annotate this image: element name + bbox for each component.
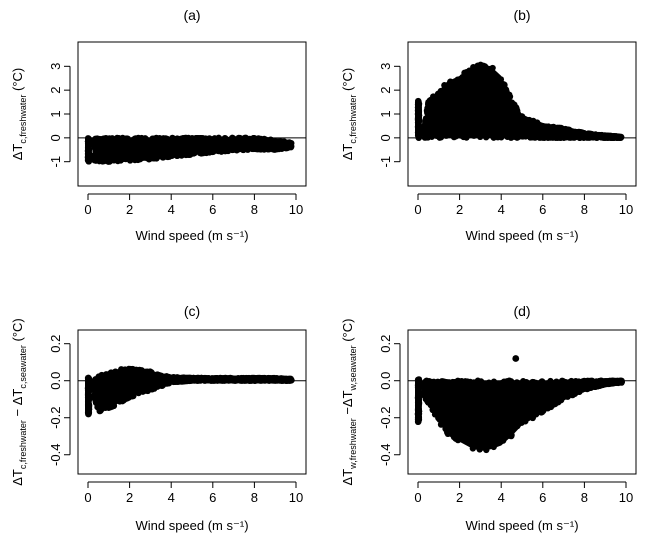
y-axis-label-b: ΔTc,freshwater (°C) [340, 68, 358, 161]
panel-d: (d) 0 2 4 6 8 10 -0.4 -0.2 0.0 0.2 Wind speed (m s⁻… [340, 303, 637, 533]
x-tick-label-a: 6 [209, 202, 216, 217]
point-cloud-a [94, 137, 292, 162]
panel-title-c: (c) [184, 303, 200, 319]
y-tick-label-a: 2 [48, 87, 63, 94]
plot-box-a [77, 41, 307, 187]
x-axis-label-a: Wind speed (m s⁻¹) [135, 228, 248, 243]
y-tick-label-a: -1 [48, 156, 63, 168]
x-tick-label-a: 10 [289, 202, 303, 217]
x-tick-label-b: 10 [619, 202, 633, 217]
x-tick-label-a: 4 [168, 202, 175, 217]
panel-a: (a) 0 2 4 6 8 10 -1 0 1 2 3 Wind speed (m s⁻¹) ΔTc,fr… [10, 7, 307, 243]
scatter-points-a [84, 134, 295, 165]
x-tick-label-a: 2 [126, 202, 133, 217]
panel-title-b: (b) [513, 7, 530, 23]
y-tick-label-b: 0 [378, 134, 393, 141]
x-tick-label-b: 4 [498, 202, 505, 217]
point-cloud-b [424, 63, 622, 138]
y-tick-label-c: -0.4 [48, 444, 63, 466]
x-tick-label-b: 6 [539, 202, 546, 217]
y-tick-label-c: -0.2 [48, 407, 63, 429]
x-tick-label-d: 0 [414, 490, 421, 505]
x-axis-label-c: Wind speed (m s⁻¹) [135, 518, 248, 533]
calm-column-b [415, 99, 421, 138]
y-axis-label-c: ΔTc,freshwater − ΔTc,seawater (°C) [10, 318, 28, 486]
panel-b: (b) 0 2 4 6 8 10 -1 0 1 2 3 Wind speed (m s⁻¹) ΔTc,fr… [340, 7, 637, 243]
panel-title-a: (a) [183, 7, 200, 23]
y-axis-label-d: ΔTw,freshwater −ΔTw,seawater (°C) [340, 319, 358, 486]
x-tick-label-d: 4 [498, 490, 505, 505]
y-tick-label-d: 0.0 [378, 372, 393, 390]
x-tick-label-c: 6 [209, 490, 216, 505]
y-tick-label-b: 1 [378, 110, 393, 117]
y-tick-label-b: -1 [378, 156, 393, 168]
x-tick-label-b: 8 [581, 202, 588, 217]
x-tick-label-c: 0 [84, 490, 91, 505]
x-tick-label-a: 8 [251, 202, 258, 217]
x-tick-label-c: 10 [289, 490, 303, 505]
y-tick-label-d: -0.4 [378, 444, 393, 466]
x-tick-label-c: 4 [168, 490, 175, 505]
x-tick-label-d: 8 [581, 490, 588, 505]
x-tick-label-d: 6 [539, 490, 546, 505]
y-tick-label-c: 0.0 [48, 372, 63, 390]
calm-column-a [85, 137, 91, 162]
x-tick-label-b: 2 [456, 202, 463, 217]
x-tick-label-b: 0 [414, 202, 421, 217]
scatter-points-d [414, 355, 625, 454]
y-tick-label-b: 2 [378, 87, 393, 94]
x-tick-label-a: 0 [84, 202, 91, 217]
x-tick-label-d: 2 [456, 490, 463, 505]
y-tick-label-a: 3 [48, 63, 63, 70]
y-axis-label-a: ΔTc,freshwater (°C) [10, 68, 28, 161]
x-tick-label-c: 2 [126, 490, 133, 505]
y-tick-label-a: 1 [48, 110, 63, 117]
y-tick-label-c: 0.2 [48, 335, 63, 353]
calm-column-c [85, 377, 91, 416]
y-tick-label-d: 0.2 [378, 335, 393, 353]
x-axis-label-b: Wind speed (m s⁻¹) [465, 228, 578, 243]
scatter-points-b [414, 61, 625, 142]
panel-title-d: (d) [513, 303, 530, 319]
panel-c: (c) 0 2 4 6 8 10 -0.4 -0.2 0.0 0.2 Wind speed (m s⁻… [10, 303, 307, 533]
x-axis-label-d: Wind speed (m s⁻¹) [465, 518, 578, 533]
y-tick-label-d: -0.2 [378, 407, 393, 429]
scatter-points-c [84, 365, 295, 418]
y-tick-label-a: 0 [48, 134, 63, 141]
x-tick-label-d: 10 [619, 490, 633, 505]
point-cloud-c [94, 367, 292, 413]
y-tick-label-b: 3 [378, 63, 393, 70]
x-tick-label-c: 8 [251, 490, 258, 505]
